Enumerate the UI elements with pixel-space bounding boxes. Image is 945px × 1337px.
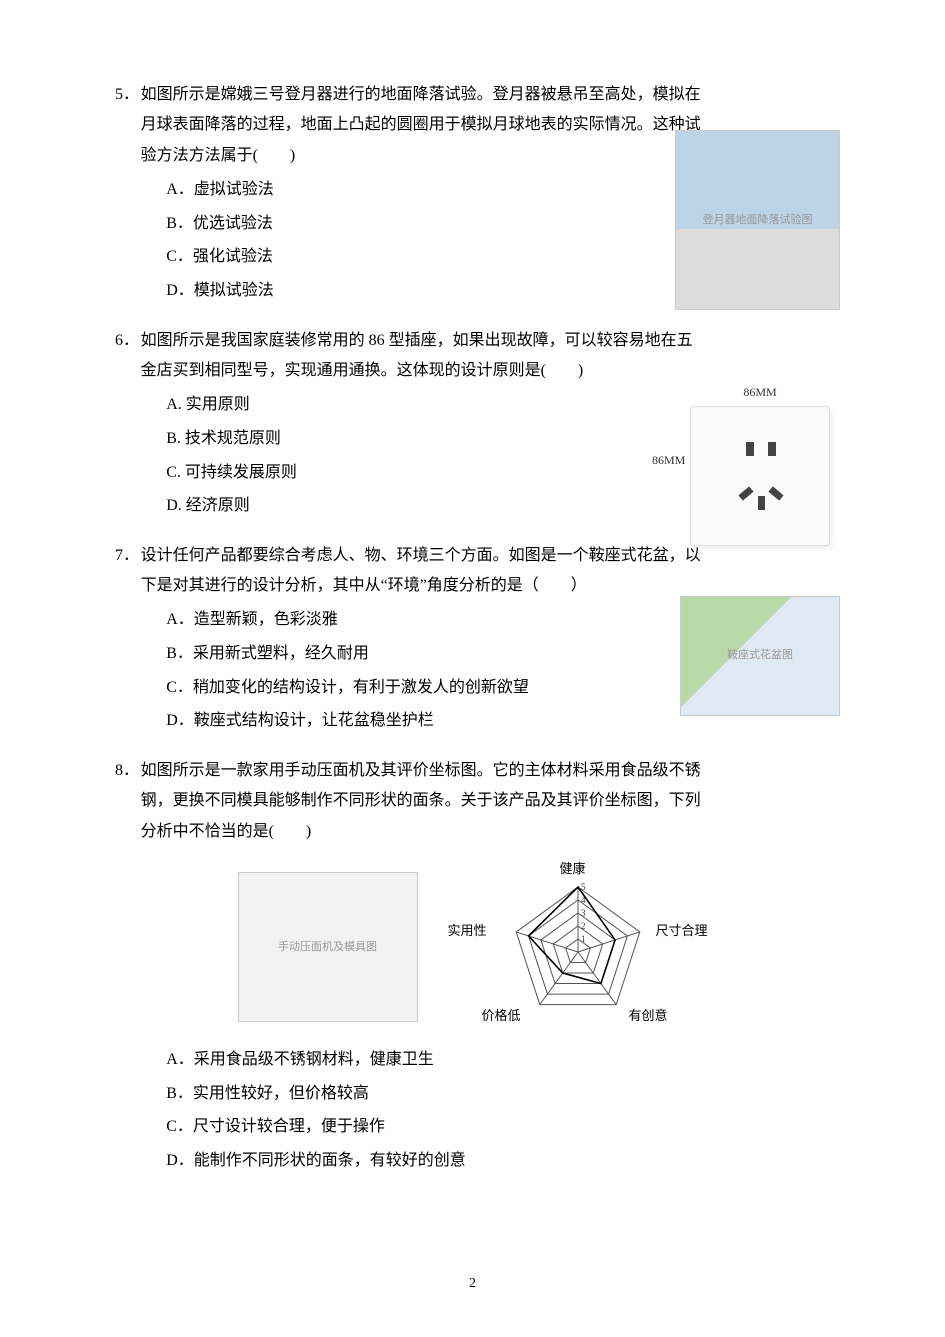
q8-stem-line2: 钢，更换不同模具能够制作不同形状的面条。关于该产品及其评价坐标图，下列 (115, 786, 830, 816)
radar-axis-label-3: 价格低 (482, 1004, 521, 1029)
svg-text:1: 1 (581, 934, 586, 944)
q5-text-1: 如图所示是嫦娥三号登月器进行的地面降落试验。登月器被悬吊至高处，模拟在 (141, 86, 701, 103)
q6-dim-top: 86MM (743, 381, 776, 404)
q8-stem-line1: 8．如图所示是一款家用手动压面机及其评价坐标图。它的主体材料采用食品级不锈 (115, 756, 830, 786)
q8-option-c: C．尺寸设计较合理，便于操作 (166, 1110, 830, 1144)
q8-product-alt: 手动压面机及模具图 (278, 937, 377, 958)
radar-axis-label-4: 实用性 (448, 919, 487, 944)
q8-option-b: B．实用性较好，但价格较高 (166, 1077, 830, 1111)
q5-number: 5． (115, 80, 141, 110)
question-5: 5．如图所示是嫦娥三号登月器进行的地面降落试验。登月器被悬吊至高处，模拟在 月球… (115, 80, 830, 308)
question-7: 7．设计任何产品都要综合考虑人、物、环境三个方面。如图是一个鞍座式花盆，以 下是… (115, 541, 830, 738)
svg-text:2: 2 (581, 921, 586, 931)
page-number: 2 (469, 1276, 476, 1292)
q8-option-d: D．能制作不同形状的面条，有较好的创意 (166, 1144, 830, 1178)
q8-text-1: 如图所示是一款家用手动压面机及其评价坐标图。它的主体材料采用食品级不锈 (141, 762, 701, 779)
socket-slot-icon (768, 487, 783, 501)
q5-image: 登月器地面降落试验图 (675, 130, 840, 310)
q8-product-image: 手动压面机及模具图 (238, 872, 418, 1022)
q7-number: 7． (115, 541, 141, 571)
svg-text:3: 3 (581, 908, 586, 918)
q5-stem-line1: 5．如图所示是嫦娥三号登月器进行的地面降落试验。登月器被悬吊至高处，模拟在 (115, 80, 830, 110)
q8-options: A．采用食品级不锈钢材料，健康卫生 B．实用性较好，但价格较高 C．尺寸设计较合… (115, 1043, 830, 1177)
question-6: 6．如图所示是我国家庭装修常用的 86 型插座，如果出现故障，可以较容易地在五 … (115, 326, 830, 523)
socket-slot-icon (768, 442, 776, 456)
socket-slot-icon (738, 487, 753, 501)
q8-number: 8． (115, 756, 141, 786)
svg-text:5: 5 (581, 882, 586, 892)
radar-axis-label-1: 尺寸合理 (655, 919, 707, 944)
question-8: 8．如图所示是一款家用手动压面机及其评价坐标图。它的主体材料采用食品级不锈 钢，… (115, 756, 830, 1178)
q6-image: 86MM 86MM (690, 381, 830, 547)
q8-option-a: A．采用食品级不锈钢材料，健康卫生 (166, 1043, 830, 1077)
q8-figures: 手动压面机及模具图 12345 健康 尺寸合理 有创意 价格低 实用性 (115, 857, 830, 1037)
q8-stem-line3: 分析中不恰当的是( ) (115, 817, 830, 847)
q7-image-alt: 鞍座式花盆图 (727, 645, 793, 666)
q8-radar-chart: 12345 健康 尺寸合理 有创意 价格低 实用性 (448, 857, 708, 1037)
radar-axis-label-0: 健康 (560, 857, 586, 882)
socket-slot-icon (758, 496, 765, 510)
q7-stem-line1: 7．设计任何产品都要综合考虑人、物、环境三个方面。如图是一个鞍座式花盆，以 (115, 541, 830, 571)
q6-number: 6． (115, 326, 141, 356)
socket-slot-icon (746, 442, 754, 456)
q5-image-alt: 登月器地面降落试验图 (703, 210, 813, 231)
socket-icon (690, 406, 830, 546)
radar-axis-label-2: 有创意 (628, 1004, 667, 1029)
q7-image: 鞍座式花盆图 (680, 596, 840, 716)
q7-text-1: 设计任何产品都要综合考虑人、物、环境三个方面。如图是一个鞍座式花盆，以 (141, 547, 701, 564)
q6-dim-left: 86MM (652, 449, 685, 472)
q6-stem-line1: 6．如图所示是我国家庭装修常用的 86 型插座，如果出现故障，可以较容易地在五 (115, 326, 830, 356)
q6-text-1: 如图所示是我国家庭装修常用的 86 型插座，如果出现故障，可以较容易地在五 (141, 332, 693, 349)
